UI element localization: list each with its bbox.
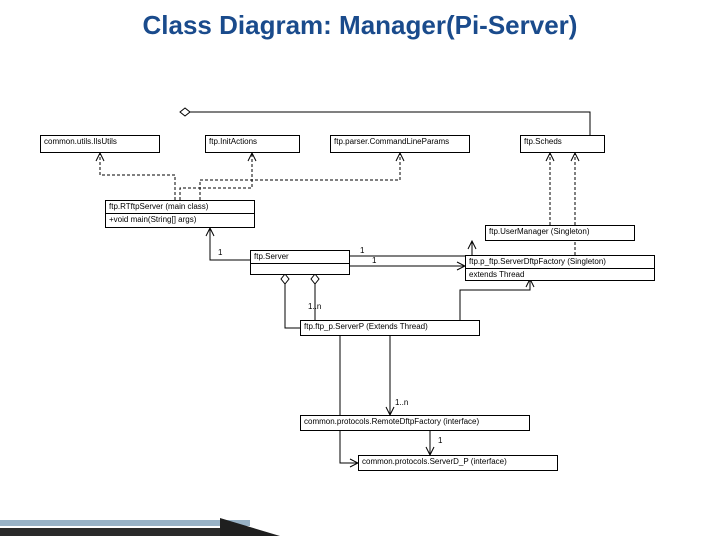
multiplicity-label: 1 (218, 248, 222, 257)
uml-class-init: ftp.InitActions (205, 135, 300, 153)
uml-diagram: common.utils.IlsUtils ftp.InitActions ftp.… (30, 60, 690, 480)
uml-class-scheds: ftp.Scheds (520, 135, 605, 153)
uml-section: common.protocols.ServerD_P (interface) (359, 456, 557, 468)
multiplicity-label: 1 (360, 246, 364, 255)
multiplicity-label: 1..n (308, 302, 321, 311)
uml-class-factory: ftp.p_ftp.ServerDftpFactory (Singleton)e… (465, 255, 655, 281)
uml-section: common.protocols.RemoteDftpFactory (inte… (301, 416, 529, 428)
uml-section: common.utils.IlsUtils (41, 136, 159, 148)
edge (200, 153, 400, 200)
uml-class-serverp: ftp.ftp_p.ServerP (Extends Thread) (300, 320, 480, 336)
uml-section: ftp.RTftpServer (main class) (106, 201, 254, 214)
uml-section: ftp.InitActions (206, 136, 299, 148)
uml-class-parser: ftp.parser.CommandLineParams (330, 135, 470, 153)
multiplicity-label: 1 (438, 436, 442, 445)
footer-decoration (0, 508, 360, 540)
edge (350, 241, 472, 256)
uml-section: extends Thread (466, 269, 654, 281)
edge (100, 153, 175, 200)
diagram-title: Class Diagram: Manager(Pi-Server) (0, 10, 720, 41)
uml-section: ftp.Scheds (521, 136, 604, 148)
uml-class-main: ftp.RTftpServer (main class)+void main(S… (105, 200, 255, 228)
uml-section: ftp.p_ftp.ServerDftpFactory (Singleton) (466, 256, 654, 269)
uml-section (251, 264, 349, 274)
edge (180, 112, 590, 135)
uml-section: +void main(String[] args) (106, 214, 254, 226)
multiplicity-label: 1 (372, 256, 376, 265)
uml-class-serverdp: common.protocols.ServerD_P (interface) (358, 455, 558, 471)
uml-section: ftp.parser.CommandLineParams (331, 136, 469, 148)
uml-class-server: ftp.Server (250, 250, 350, 275)
edge (285, 274, 300, 328)
edge (210, 228, 250, 260)
uml-section: ftp.ftp_p.ServerP (Extends Thread) (301, 321, 479, 333)
multiplicity-label: 1..n (395, 398, 408, 407)
uml-class-remote: common.protocols.RemoteDftpFactory (inte… (300, 415, 530, 431)
uml-class-usermgr: ftp.UserManager (Singleton) (485, 225, 635, 241)
uml-section: ftp.UserManager (Singleton) (486, 226, 634, 238)
edge (180, 153, 252, 200)
uml-section: ftp.Server (251, 251, 349, 264)
edge (460, 279, 530, 320)
edge (340, 336, 358, 463)
uml-class-utils: common.utils.IlsUtils (40, 135, 160, 153)
